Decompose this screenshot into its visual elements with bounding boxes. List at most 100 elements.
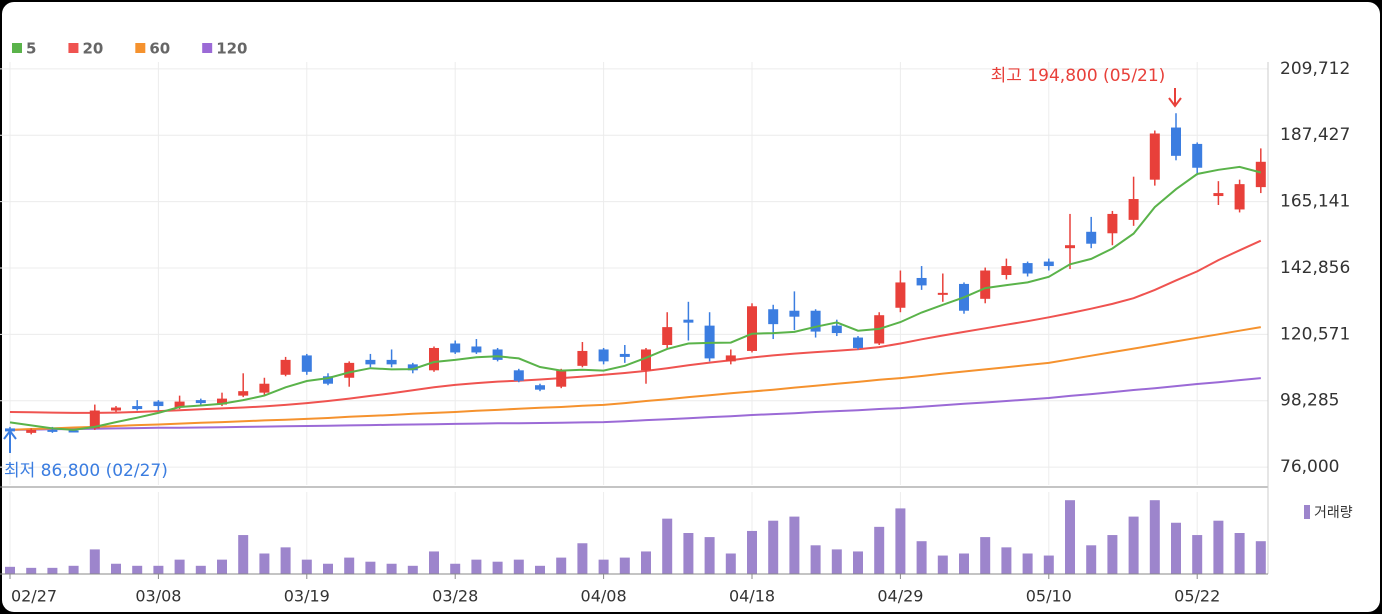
candle-body bbox=[513, 370, 524, 381]
x-tick-label: 04/18 bbox=[729, 587, 775, 606]
volume-bar bbox=[1192, 535, 1203, 574]
volume-bar bbox=[619, 557, 630, 574]
volume-bar bbox=[1107, 535, 1118, 574]
candle-body bbox=[429, 347, 439, 371]
candle-body bbox=[662, 327, 673, 345]
y-tick-label: 120,571 bbox=[1280, 324, 1350, 344]
volume-bar bbox=[68, 565, 79, 574]
candle-body bbox=[492, 349, 503, 360]
volume-bar bbox=[641, 551, 651, 574]
high-arrow-head bbox=[1168, 97, 1182, 108]
candle-body bbox=[68, 430, 79, 433]
volume-bar bbox=[789, 516, 800, 574]
volume-bar bbox=[513, 559, 524, 574]
candle-body bbox=[1086, 231, 1097, 244]
candle-body bbox=[768, 309, 779, 325]
volume-bar bbox=[662, 518, 673, 574]
candle-body bbox=[1065, 245, 1075, 249]
y-tick-label: 76,000 bbox=[1280, 457, 1339, 477]
volume-bar bbox=[747, 530, 757, 574]
volume-bar bbox=[1255, 541, 1266, 574]
volume-bar bbox=[26, 567, 37, 574]
volume-bar bbox=[47, 567, 58, 574]
candle-body bbox=[174, 401, 185, 408]
volume-bar bbox=[980, 537, 991, 574]
legend-label: 120 bbox=[216, 40, 247, 58]
volume-bar bbox=[5, 566, 15, 574]
candle-body bbox=[1213, 193, 1224, 197]
volume-bar bbox=[89, 549, 100, 574]
x-tick-label: 05/22 bbox=[1174, 587, 1220, 606]
ma-line bbox=[9, 326, 1261, 431]
candle-body bbox=[132, 406, 143, 410]
candle-body bbox=[195, 400, 206, 404]
candle-body bbox=[598, 349, 609, 362]
candle-body bbox=[1107, 213, 1118, 234]
candle-body bbox=[450, 343, 461, 353]
candle-body bbox=[1192, 143, 1203, 168]
volume-bar bbox=[386, 563, 397, 574]
y-tick-label: 142,856 bbox=[1280, 258, 1350, 278]
volume-bar bbox=[959, 553, 969, 574]
volume-bar bbox=[195, 565, 206, 574]
ma-line bbox=[9, 239, 1262, 414]
candle-body bbox=[980, 270, 991, 299]
candle-body bbox=[344, 362, 355, 378]
volume-bar bbox=[280, 547, 291, 574]
ma-line bbox=[9, 165, 1262, 431]
candle-body bbox=[238, 391, 249, 396]
candle-body bbox=[810, 310, 821, 332]
volume-bar bbox=[853, 551, 863, 574]
volume-bar bbox=[1043, 555, 1054, 574]
volume-bar bbox=[1149, 500, 1160, 574]
candle-body bbox=[323, 376, 333, 384]
legend-label: 20 bbox=[82, 40, 103, 58]
candle-body bbox=[789, 310, 800, 317]
volume-bar bbox=[407, 565, 418, 574]
candle-body bbox=[1234, 184, 1245, 210]
y-tick-label: 209,712 bbox=[1280, 59, 1350, 79]
legend-swatch bbox=[68, 43, 79, 53]
candle-body bbox=[1128, 199, 1139, 220]
volume-bar bbox=[450, 563, 461, 574]
candle-body bbox=[831, 325, 842, 334]
x-tick-label: 02/27 bbox=[11, 587, 57, 606]
volume-bar bbox=[725, 553, 736, 574]
candle-body bbox=[641, 349, 651, 371]
volume-bar bbox=[323, 563, 333, 574]
volume-bar bbox=[492, 561, 503, 574]
candle-body bbox=[683, 319, 694, 323]
candle-body bbox=[1022, 263, 1033, 274]
candle-body bbox=[937, 292, 948, 295]
candle-body bbox=[1043, 261, 1054, 267]
y-tick-label: 165,141 bbox=[1280, 192, 1350, 212]
volume-bar bbox=[301, 559, 312, 574]
candle-body bbox=[301, 355, 312, 372]
legend-swatch bbox=[12, 43, 22, 53]
volume-bar bbox=[1234, 533, 1245, 574]
volume-bar bbox=[535, 565, 545, 574]
volume-bar bbox=[429, 551, 439, 574]
volume-bar bbox=[111, 563, 121, 574]
candle-body bbox=[471, 346, 482, 353]
high-annotation: 최고 194,800 (05/21) bbox=[991, 66, 1166, 86]
low-annotation: 최저 86,800 (02/27) bbox=[4, 461, 168, 481]
low-arrow-head bbox=[3, 429, 17, 440]
ma-line bbox=[9, 377, 1261, 431]
volume-bar bbox=[238, 535, 249, 574]
candle-body bbox=[365, 359, 376, 365]
volume-bar bbox=[874, 526, 885, 574]
volume-bar bbox=[810, 545, 821, 574]
legend-swatch bbox=[202, 43, 213, 53]
volume-bar bbox=[1171, 522, 1181, 574]
volume-legend-label: 거래량 bbox=[1314, 505, 1353, 521]
candle-body bbox=[535, 385, 545, 390]
x-tick-label: 03/08 bbox=[135, 587, 181, 606]
candle-body bbox=[153, 401, 164, 407]
candle-body bbox=[217, 398, 227, 405]
volume-bar bbox=[1022, 553, 1033, 574]
candle-body bbox=[1149, 133, 1160, 180]
volume-bar bbox=[556, 557, 567, 574]
